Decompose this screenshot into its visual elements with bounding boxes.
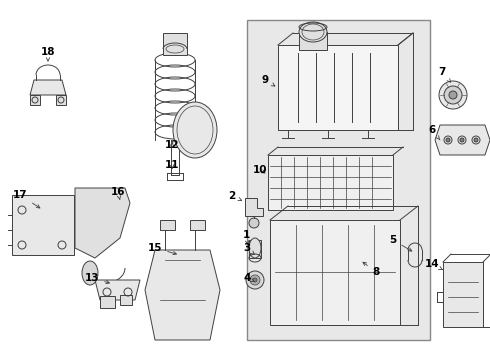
- Text: 10: 10: [253, 165, 267, 175]
- Ellipse shape: [253, 278, 257, 282]
- Text: 2: 2: [228, 191, 242, 201]
- Ellipse shape: [439, 81, 467, 109]
- Ellipse shape: [474, 138, 478, 142]
- Ellipse shape: [449, 91, 457, 99]
- Bar: [100, 296, 115, 308]
- Ellipse shape: [173, 102, 217, 158]
- Text: 18: 18: [41, 47, 55, 61]
- Ellipse shape: [249, 218, 259, 228]
- Ellipse shape: [82, 261, 98, 285]
- Text: 6: 6: [428, 125, 440, 140]
- Text: 15: 15: [148, 243, 176, 255]
- Text: 16: 16: [111, 187, 125, 200]
- Text: 9: 9: [262, 75, 275, 86]
- Polygon shape: [145, 250, 220, 340]
- Bar: [299, 32, 327, 50]
- Text: 12: 12: [165, 140, 179, 150]
- Polygon shape: [30, 80, 66, 95]
- Bar: [120, 295, 132, 305]
- Bar: [268, 155, 393, 210]
- Ellipse shape: [249, 238, 261, 258]
- Polygon shape: [95, 280, 140, 300]
- Bar: [270, 220, 400, 325]
- Bar: [443, 262, 483, 327]
- Polygon shape: [245, 198, 263, 216]
- Text: 8: 8: [363, 262, 380, 277]
- Text: 3: 3: [244, 243, 254, 255]
- Text: 17: 17: [13, 190, 40, 208]
- Ellipse shape: [299, 22, 327, 42]
- Ellipse shape: [444, 86, 462, 104]
- Bar: [12, 195, 74, 255]
- Bar: [249, 240, 261, 258]
- Bar: [56, 95, 66, 105]
- Polygon shape: [75, 188, 130, 258]
- Polygon shape: [160, 220, 175, 230]
- Bar: [30, 95, 40, 105]
- Bar: [247, 20, 430, 340]
- Ellipse shape: [446, 138, 450, 142]
- Text: 4: 4: [244, 273, 254, 283]
- Text: 1: 1: [243, 230, 249, 244]
- Ellipse shape: [460, 138, 464, 142]
- Text: 13: 13: [85, 273, 109, 284]
- Polygon shape: [435, 125, 490, 155]
- Bar: [278, 45, 398, 130]
- Text: 14: 14: [425, 259, 442, 270]
- Ellipse shape: [246, 271, 264, 289]
- Text: 7: 7: [439, 67, 451, 82]
- Text: 5: 5: [390, 235, 412, 251]
- Bar: [163, 33, 187, 55]
- Text: 11: 11: [165, 160, 179, 170]
- Ellipse shape: [250, 275, 260, 285]
- Polygon shape: [190, 220, 205, 230]
